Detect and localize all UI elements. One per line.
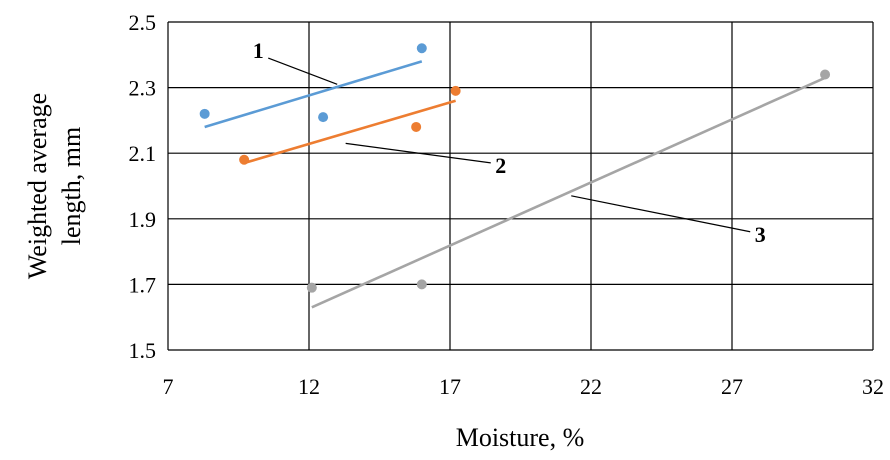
x-tick-label: 12 (298, 374, 320, 399)
data-point (416, 279, 427, 290)
leader-line-3 (571, 195, 751, 233)
y-axis-title-line-2: length, mm (57, 127, 86, 245)
data-point (411, 121, 422, 132)
y-tick-label: 1.9 (129, 207, 157, 232)
series-label-2: 2 (495, 153, 506, 178)
x-tick-label: 22 (580, 374, 602, 399)
x-tick-label: 7 (163, 374, 174, 399)
x-tick-labels: 7 12 17 22 27 32 (163, 374, 885, 399)
data-point (450, 85, 461, 96)
series (199, 43, 831, 309)
data-point (199, 108, 210, 119)
y-tick-label: 2.5 (129, 10, 157, 35)
series-2 (239, 85, 461, 165)
grid (167, 21, 874, 351)
leader-line-2 (345, 142, 491, 164)
data-point (416, 43, 427, 54)
y-axis-title: Weighted average length, mm (23, 93, 86, 279)
x-axis-title: Moisture, % (456, 423, 585, 452)
x-tick-label: 27 (721, 374, 743, 399)
data-point (318, 112, 329, 123)
x-tick-label: 32 (862, 374, 884, 399)
series-label-3: 3 (755, 222, 766, 247)
trendline-1 (204, 60, 423, 129)
y-tick-label: 2.3 (129, 76, 157, 101)
trendline-3 (311, 76, 826, 309)
leader-line-1 (268, 57, 338, 85)
series-labels: 1 2 3 (253, 38, 766, 247)
data-point (239, 154, 250, 165)
series-1 (199, 43, 427, 129)
y-tick-label: 1.5 (129, 338, 157, 363)
data-point (820, 69, 831, 80)
y-tick-labels: 1.5 1.7 1.9 2.1 2.3 2.5 (129, 10, 157, 363)
trendline-2 (243, 99, 457, 165)
x-tick-label: 17 (439, 374, 461, 399)
series-label-1: 1 (253, 38, 264, 63)
y-axis-title-line-1: Weighted average (23, 93, 52, 279)
y-tick-label: 1.7 (129, 272, 157, 297)
series-3 (306, 69, 831, 309)
data-point (306, 282, 317, 293)
y-tick-label: 2.1 (129, 141, 157, 166)
